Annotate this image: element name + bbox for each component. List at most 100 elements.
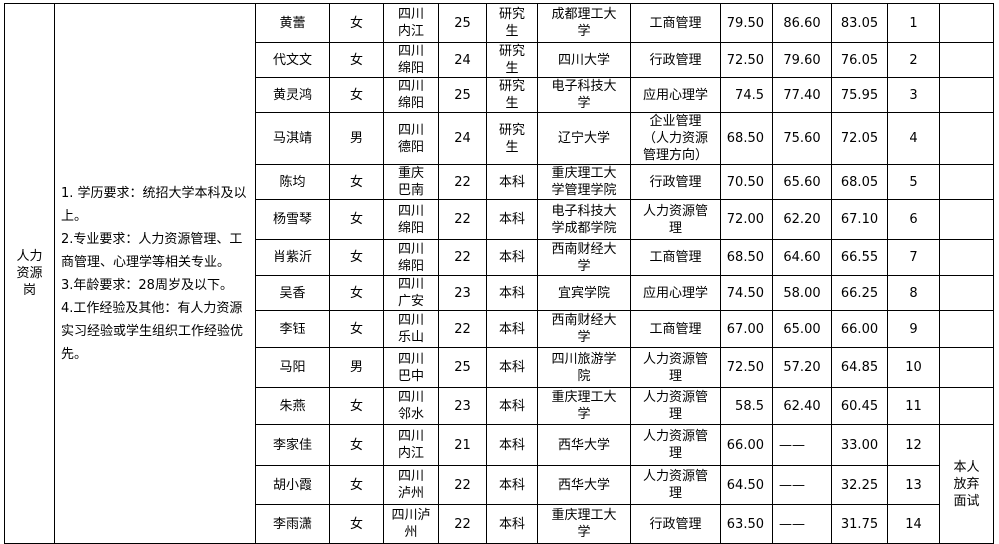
origin-cell: 四川德阳 [383, 112, 439, 165]
school-text: 四川大学 [557, 52, 610, 68]
gender-cell: 男 [329, 347, 384, 388]
gender-cell: 女 [329, 239, 384, 276]
origin-cell: 四川内江 [383, 3, 439, 43]
origin-cell: 四川乐山 [383, 310, 439, 348]
written-score-cell: 74.50 [720, 275, 773, 311]
school-cell: 重庆理工大学管理学院 [537, 164, 631, 200]
origin-cell: 重庆巴南 [383, 164, 439, 200]
education-text: 本科 [498, 360, 525, 375]
table-row: 李钰女四川乐山 22 本科 西南财经大学 工商管理 67.00 65.00 66.00 9 [5, 310, 994, 348]
total-score-cell: 64.85 [831, 347, 888, 388]
education-text: 本科 [498, 477, 525, 493]
name-cell: 马阳 [255, 347, 330, 388]
interview-score-cell: 57.20 [772, 347, 832, 388]
requirement-item: 1. 学历要求：统招大学本科及以上。 [61, 185, 247, 224]
age-cell: 24 [438, 42, 487, 78]
remark-cell [939, 42, 994, 78]
origin-cell: 四川绵阳 [383, 42, 439, 78]
major-cell: 应用心理学 [630, 275, 721, 311]
origin-cell: 四川泸州 [383, 465, 439, 505]
rank-cell: 1 [887, 3, 940, 43]
origin-text: 四川内江 [397, 429, 424, 461]
origin-text: 重庆巴南 [397, 166, 424, 198]
table-row: 黄灵鸿女四川绵阳 25 研究生 电子科技大学 应用心理学 74.5 77.40 75.95 3 [5, 77, 994, 113]
education-cell: 本科 [486, 387, 538, 425]
education-cell: 研究生 [486, 42, 538, 78]
school-text: 电子科技大学 [551, 79, 617, 111]
written-score-cell: 68.50 [720, 112, 773, 165]
position-name: 人力资源岗 [16, 249, 43, 298]
interview-score-cell: —— [772, 424, 832, 466]
age-cell: 22 [438, 164, 487, 200]
origin-text: 四川泸州 [391, 508, 431, 540]
school-cell: 西华大学 [537, 424, 631, 466]
major-cell: 人力资源管理 [630, 199, 721, 240]
remark-cell: 本人放弃面试 [939, 424, 994, 544]
remark-cell [939, 112, 994, 165]
school-cell: 西华大学 [537, 465, 631, 505]
school-text: 宜宾学院 [557, 285, 610, 301]
rank-cell: 2 [887, 42, 940, 78]
written-score-cell: 72.50 [720, 42, 773, 78]
school-cell: 西南财经大学 [537, 310, 631, 348]
table-row: 肖紫沂女四川绵阳 22 本科 西南财经大学 工商管理 68.50 64.60 66.55 7 [5, 239, 994, 276]
education-text: 本科 [498, 321, 525, 337]
education-text: 本科 [498, 212, 525, 227]
interview-score-cell: 79.60 [772, 42, 832, 78]
major-text: 工商管理 [649, 15, 702, 31]
table-row: 代文文女四川绵阳 24 研究生 四川大学 行政管理 72.50 79.60 76.05 2 [5, 42, 994, 78]
name-cell: 李家佳 [255, 424, 330, 466]
major-text: 人力资源管理 [642, 351, 708, 384]
written-score-cell: 72.50 [720, 347, 773, 388]
requirement-item: 2.专业要求：人力资源管理、工商管理、心理学等相关专业。 [61, 231, 243, 270]
interview-score-cell: —— [772, 465, 832, 505]
school-text: 西华大学 [557, 437, 610, 453]
origin-cell: 四川邻水 [383, 387, 439, 425]
total-score-cell: 60.45 [831, 387, 888, 425]
interview-score-cell: 75.60 [772, 112, 832, 165]
age-cell: 22 [438, 504, 487, 544]
written-score-cell: 63.50 [720, 504, 773, 544]
rank-cell: 7 [887, 239, 940, 276]
table-row: 马淇靖男四川德阳 24 研究生 辽宁大学 企业管理（人力资源管理方向） 68.50 75.6… [5, 112, 994, 165]
requirement-item: 4.工作经验及其他：有人力资源实习经验或学生组织工作经验优先。 [61, 300, 244, 362]
education-text: 本科 [498, 250, 525, 265]
name-cell: 代文文 [255, 42, 330, 78]
name-cell: 李钰 [255, 310, 330, 348]
candidate-score-table: 人力资源岗 1. 学历要求：统招大学本科及以上。 2.专业要求：人力资源管理、工商管… [4, 3, 994, 544]
requirements-cell: 1. 学历要求：统招大学本科及以上。 2.专业要求：人力资源管理、工商管理、心理学… [54, 3, 256, 544]
remark-cell [939, 387, 994, 425]
major-cell: 人力资源管理 [630, 465, 721, 505]
interview-score-cell: 65.00 [772, 310, 832, 348]
origin-text: 四川乐山 [397, 313, 424, 345]
interview-score-cell: 64.60 [772, 239, 832, 276]
age-cell: 24 [438, 112, 487, 165]
education-cell: 本科 [486, 424, 538, 466]
school-text: 重庆理工大学 [551, 390, 617, 422]
school-cell: 四川大学 [537, 42, 631, 78]
interview-score-cell: 58.00 [772, 275, 832, 311]
total-score-cell: 75.95 [831, 77, 888, 113]
name-cell: 吴香 [255, 275, 330, 311]
education-cell: 研究生 [486, 112, 538, 165]
rank-cell: 13 [887, 465, 940, 505]
origin-cell: 四川绵阳 [383, 199, 439, 240]
major-text: 工商管理 [649, 321, 702, 337]
age-cell: 25 [438, 77, 487, 113]
age-cell: 23 [438, 275, 487, 311]
interview-score-cell: 62.20 [772, 199, 832, 240]
remark-cell [939, 310, 994, 348]
school-cell: 重庆理工大学 [537, 387, 631, 425]
name-cell: 胡小霞 [255, 465, 330, 505]
interview-score-cell: 77.40 [772, 77, 832, 113]
interview-score-cell: 62.40 [772, 387, 832, 425]
rank-cell: 4 [887, 112, 940, 165]
rank-cell: 8 [887, 275, 940, 311]
major-text: 企业管理（人力资源管理方向） [642, 114, 708, 163]
school-text: 四川旅游学院 [551, 351, 617, 384]
major-cell: 工商管理 [630, 239, 721, 276]
major-cell: 人力资源管理 [630, 424, 721, 466]
school-cell: 宜宾学院 [537, 275, 631, 311]
rank-cell: 6 [887, 199, 940, 240]
remark-cell [939, 239, 994, 276]
